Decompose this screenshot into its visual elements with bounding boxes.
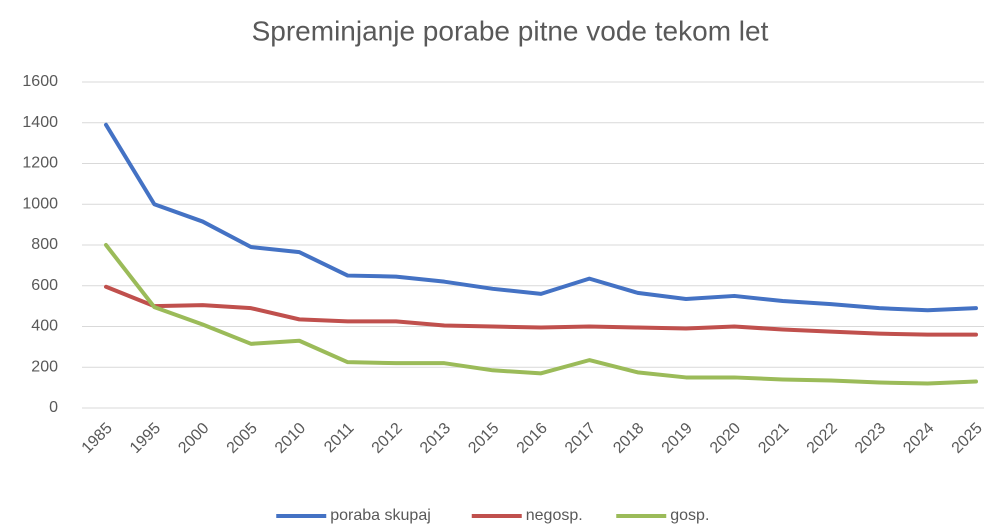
y-tick-label: 1400 bbox=[22, 114, 58, 131]
y-tick-label: 400 bbox=[31, 318, 58, 335]
x-tick-label: 2016 bbox=[514, 420, 551, 457]
y-tick-label: 1000 bbox=[22, 195, 58, 212]
legend-label: gosp. bbox=[670, 507, 709, 524]
x-tick-label: 2017 bbox=[562, 420, 599, 457]
y-tick-label: 1600 bbox=[22, 73, 58, 90]
legend-label: negosp. bbox=[526, 507, 583, 524]
x-tick-label: 2022 bbox=[804, 420, 841, 457]
y-tick-label: 0 bbox=[49, 399, 58, 416]
x-tick-label: 2024 bbox=[900, 420, 937, 457]
x-tick-label: 2023 bbox=[852, 420, 889, 457]
x-tick-label: 2013 bbox=[417, 420, 454, 457]
series-line bbox=[104, 122, 978, 313]
y-tick-label: 600 bbox=[31, 277, 58, 294]
x-tick-label: 2020 bbox=[707, 420, 744, 457]
y-tick-label: 200 bbox=[31, 358, 58, 375]
x-tick-label: 1985 bbox=[79, 420, 116, 457]
y-tick-label: 1200 bbox=[22, 155, 58, 172]
x-tick-label: 2000 bbox=[175, 420, 212, 457]
x-tick-label: 2010 bbox=[272, 420, 309, 457]
x-tick-label: 2005 bbox=[224, 420, 261, 457]
x-tick-label: 2015 bbox=[465, 420, 502, 457]
x-tick-label: 2012 bbox=[369, 420, 406, 457]
y-tick-label: 800 bbox=[31, 236, 58, 253]
x-tick-label: 2019 bbox=[659, 420, 696, 457]
x-tick-label: 2018 bbox=[610, 420, 647, 457]
series-line bbox=[104, 284, 978, 337]
x-tick-label: 2021 bbox=[755, 420, 792, 457]
x-tick-label: 1995 bbox=[127, 420, 164, 457]
x-tick-label: 2011 bbox=[321, 420, 357, 456]
chart-title: Spreminjanje porabe pitne vode tekom let bbox=[252, 15, 769, 46]
series-line bbox=[104, 243, 978, 386]
x-tick-label: 2025 bbox=[949, 420, 986, 457]
legend-label: poraba skupaj bbox=[330, 507, 431, 524]
